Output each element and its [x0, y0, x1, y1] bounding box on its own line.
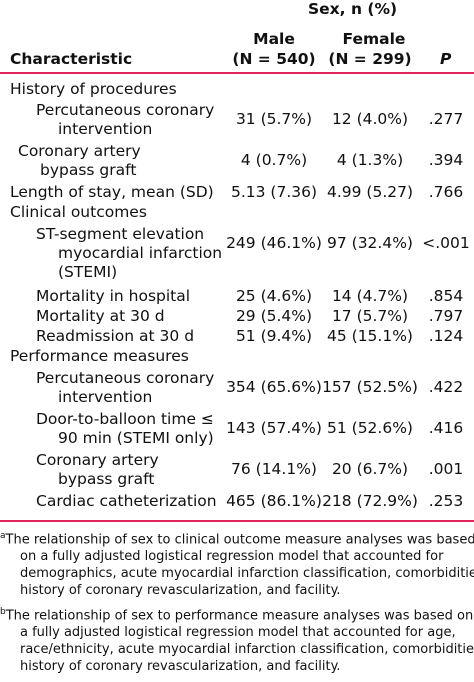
male-value-cell: 4 (0.7%): [240, 151, 308, 169]
female-value-cell: 12 (4.0%): [331, 110, 409, 128]
footnote-text: The relationship of sex to performance m…: [5, 608, 474, 624]
row-label: Percutaneous coronary intervention: [36, 369, 214, 407]
female-value-cell: 45 (15.1%): [327, 327, 413, 345]
p-value-cell: .797: [428, 307, 464, 325]
row-label-line: Clinical outcomes: [10, 203, 147, 221]
male-value-cell: 465 (86.1%): [226, 492, 322, 510]
female-value-cell: 20 (6.7%): [331, 460, 409, 478]
male-header: Male: [253, 30, 295, 48]
footnote-line: history of coronary revascularization, a…: [20, 583, 341, 599]
female-value-cell: 17 (5.7%): [331, 307, 409, 325]
row-label-line: History of procedures: [10, 80, 177, 98]
female-value-cell: 51 (52.6%): [327, 419, 413, 437]
row-label-line: Cardiac catheterization: [36, 492, 217, 510]
row-label-line: Readmission at 30 d: [36, 327, 195, 345]
row-label-line: myocardial infarction: [58, 244, 223, 262]
female-value-cell: 218 (72.9%): [322, 492, 418, 510]
row-label-line: Length of stay, mean (SD): [10, 183, 214, 201]
male-value-cell: 249 (46.1%): [226, 234, 322, 252]
row-label: Mortality in hospital: [36, 287, 190, 306]
row-label-line: bypass graft: [40, 161, 137, 179]
row-label-line: Performance measures: [10, 347, 189, 365]
male-value-cell: 76 (14.1%): [231, 460, 317, 478]
male-value-cell: 5.13 (7.36): [230, 183, 318, 201]
row-label: Cardiac catheterization: [36, 492, 217, 511]
p-value-cell: .253: [428, 492, 464, 510]
male-value-cell: 31 (5.7%): [235, 110, 313, 128]
row-label: Readmission at 30 d: [36, 327, 194, 346]
row-label-line: bypass graft: [58, 470, 155, 488]
footnote-line: race/ethnicity, acute myocardial infarct…: [20, 642, 474, 658]
row-label: Length of stay, mean (SD): [10, 183, 214, 202]
row-label-line: Percutaneous coronary: [36, 369, 215, 387]
female-value-cell: 157 (52.5%): [322, 378, 418, 396]
footnote-text: The relationship of sex to clinical outc…: [5, 532, 474, 548]
row-label-line: Mortality in hospital: [36, 287, 191, 305]
footnote: aThe relationship of sex to clinical out…: [0, 528, 474, 599]
p-value-cell: .422: [428, 378, 464, 396]
row-label-line: Mortality at 30 d: [36, 307, 165, 325]
row-label-line: Coronary artery: [18, 142, 141, 160]
row-label: Percutaneous coronary intervention: [36, 101, 214, 139]
footnote-line: aThe relationship of sex to clinical out…: [0, 528, 474, 548]
female-header: Female: [342, 30, 406, 48]
female-value-cell: 14 (4.7%): [331, 287, 409, 305]
row-label: Mortality at 30 d: [36, 307, 165, 326]
row-label-line: Percutaneous coronary: [36, 101, 215, 119]
row-label: Coronary artery bypass graft: [18, 142, 141, 180]
p-value-cell: <.001: [422, 234, 470, 252]
row-label-line: Coronary artery: [36, 451, 159, 469]
male-value-cell: 143 (57.4%): [226, 419, 322, 437]
male-value-cell: 354 (65.6%): [226, 378, 322, 396]
footnote-line: a fully adjusted logistical regression m…: [20, 625, 456, 641]
male-n-header: (N = 540): [232, 50, 316, 68]
footnote-line: bThe relationship of sex to performance …: [0, 604, 474, 624]
footnote-marker: b: [0, 607, 6, 617]
p-value-cell: .854: [428, 287, 464, 305]
p-value-cell: .001: [428, 460, 464, 478]
row-label: ST-segment elevation myocardial infarctio…: [36, 225, 222, 282]
p-value-cell: .277: [428, 110, 464, 128]
row-label-line: (STEMI): [58, 263, 118, 281]
footnote-line: demographics, acute myocardial infarctio…: [20, 566, 474, 582]
table-bottom-rule: [0, 520, 474, 522]
female-value-cell: 4 (1.3%): [336, 151, 404, 169]
male-value-cell: 51 (9.4%): [235, 327, 313, 345]
male-value-cell: 29 (5.4%): [235, 307, 313, 325]
female-n-header: (N = 299): [328, 50, 412, 68]
footnote-line: on a fully adjusted logistical regressio…: [20, 549, 444, 565]
female-value-cell: 97 (32.4%): [327, 234, 413, 252]
p-value-cell: .124: [428, 327, 464, 345]
row-label: Coronary artery bypass graft: [36, 451, 159, 489]
row-label: Performance measures: [10, 347, 189, 366]
row-label-line: intervention: [58, 388, 153, 406]
p-value-header: P: [440, 50, 452, 68]
footnote-line: history of coronary revascularization, a…: [20, 659, 341, 675]
header-rule: [0, 72, 474, 74]
footnote: bThe relationship of sex to performance …: [0, 604, 474, 675]
female-value-cell: 4.99 (5.27): [326, 183, 414, 201]
p-value-cell: .394: [428, 151, 464, 169]
footnote-marker: a: [0, 531, 6, 541]
sex-group-header: Sex, n (%): [308, 0, 398, 18]
row-label-line: intervention: [58, 120, 153, 138]
characteristic-header: Characteristic: [10, 50, 133, 68]
row-label-line: 90 min (STEMI only): [58, 429, 214, 447]
row-label: History of procedures: [10, 80, 177, 99]
row-label-line: Door-to-balloon time ≤: [36, 410, 214, 428]
row-label: Clinical outcomes: [10, 203, 147, 222]
row-label: Door-to-balloon time ≤90 min (STEMI only…: [36, 410, 214, 448]
male-value-cell: 25 (4.6%): [235, 287, 313, 305]
p-value-cell: .416: [428, 419, 464, 437]
row-label-line: ST-segment elevation: [36, 225, 205, 243]
p-value-cell: .766: [428, 183, 464, 201]
